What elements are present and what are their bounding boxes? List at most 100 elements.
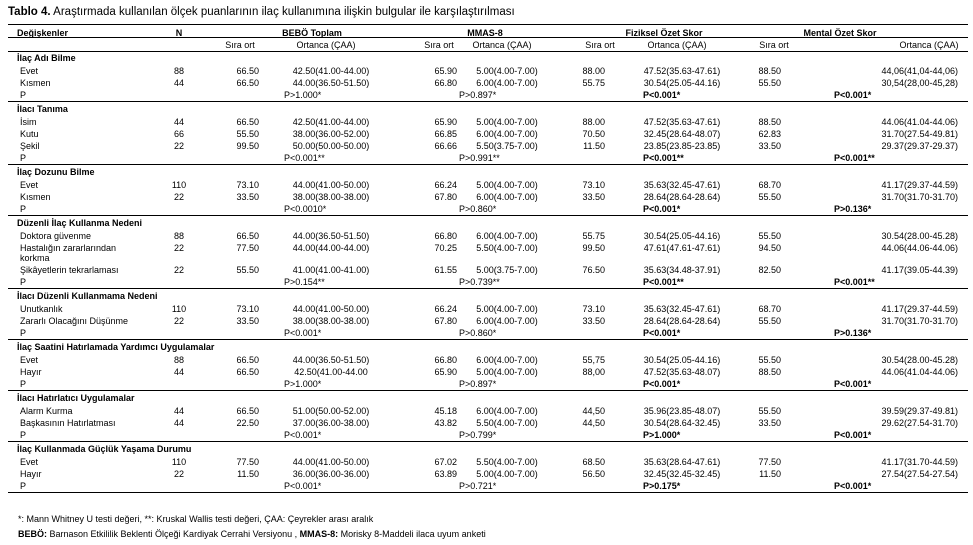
section-rule [8, 101, 968, 102]
footnote-bebo-text: Barnason Etkililik Beklenti Ölçeği Kardi… [47, 529, 298, 539]
section-rule [8, 164, 968, 165]
cell-bebo-median: 38.00(36.00-52.00) [292, 129, 370, 139]
cell-mental-rank: 77.50 [758, 457, 781, 467]
p-label: P [20, 90, 27, 100]
header-physical: Fiziksel Özet Skor [625, 28, 703, 38]
cell-n: 44 [173, 418, 185, 428]
cell-bebo-median: 42.50(41.00-44.00) [292, 117, 370, 127]
header-top-rule [8, 24, 968, 25]
row-label: Şekil [20, 141, 40, 151]
cell-mental-median: 29.37(29.37-29.37) [881, 141, 958, 151]
row-label: Zararlı Olacağını Düşünme [20, 316, 129, 326]
cell-mmas-rank: 45.18 [434, 406, 457, 416]
header-mid-rule [8, 37, 968, 38]
row-label: Kısmen [20, 78, 51, 88]
cell-n: 22 [173, 192, 185, 202]
cell-mental-rank: 88.50 [758, 367, 781, 377]
row-label: Unutkanlık [20, 304, 63, 314]
cell-mmas-rank: 66.80 [434, 78, 457, 88]
cell-mental-median: 27.54(27.54-27.54) [881, 469, 958, 479]
row-label-continued: korkma [20, 253, 50, 263]
section-title: İlacı Hatırlatıcı Uygulamalar [17, 393, 135, 403]
cell-mental-rank: 33.50 [758, 141, 781, 151]
cell-physical-median: 35.96(23.85-48.07) [643, 406, 721, 416]
row-label: Hayır [20, 367, 42, 377]
cell-mental-median: 30.54(28.00-45.28) [881, 231, 958, 241]
subheader-median-iqr: Ortanca (ÇAA) [647, 40, 707, 50]
cell-bebo-rank: 77.50 [236, 457, 259, 467]
cell-physical-rank: 33.50 [582, 192, 605, 202]
cell-mental-median: 44.06(41.04-44.06) [881, 367, 958, 377]
p-value-physical: P<0.001* [643, 379, 681, 389]
cell-mmas-rank: 66.24 [434, 180, 457, 190]
p-value-bebo: P>0.154** [284, 277, 325, 287]
cell-mental-median: 30.54(28.00-45.28) [881, 355, 958, 365]
cell-physical-rank: 55.75 [582, 231, 605, 241]
cell-mental-rank: 82.50 [758, 265, 781, 275]
p-value-physical: P<0.001* [643, 328, 681, 338]
footnote-abbreviations: BEBÖ: Barnason Etkililik Beklenti Ölçeği… [18, 529, 486, 539]
p-label: P [20, 277, 27, 287]
section-title: İlaç Kullanmada Güçlük Yaşama Durumu [17, 444, 192, 454]
cell-bebo-median: 44.00(41.00-50.00) [292, 180, 370, 190]
p-value-mental: P<0.001** [834, 277, 875, 287]
cell-bebo-median: 42.50(41.00-44.00 [294, 367, 368, 377]
cell-mental-median: 29.62(27.54-31.70) [881, 418, 958, 428]
cell-physical-rank: 73.10 [582, 180, 605, 190]
cell-bebo-rank: 66.50 [236, 66, 259, 76]
cell-mental-median: 44.06(41.04-44.06) [881, 117, 958, 127]
header-bottom-rule [8, 51, 968, 52]
subheader-rank-mean: Sıra ort [225, 40, 255, 50]
cell-n: 22 [173, 469, 185, 479]
p-label: P [20, 204, 27, 214]
cell-bebo-rank: 66.50 [236, 78, 259, 88]
cell-mmas-rank: 61.55 [434, 265, 457, 275]
cell-mental-rank: 55.50 [758, 406, 781, 416]
cell-n: 22 [173, 243, 185, 253]
cell-bebo-rank: 66.50 [236, 355, 259, 365]
cell-n: 44 [173, 78, 185, 88]
p-value-mental: P>0.136* [834, 204, 872, 214]
cell-mmas-rank: 65.90 [434, 66, 457, 76]
section-rule [8, 441, 968, 442]
subheader-median-iqr: Ortanca (ÇAA) [899, 40, 959, 50]
row-label: Evet [20, 457, 39, 467]
cell-n: 44 [173, 367, 185, 377]
cell-bebo-median: 44.00(41.00-50.00) [292, 304, 370, 314]
cell-physical-median: 35.63(34.48-37.91) [643, 265, 721, 275]
row-label: Şikâyetlerin tekrarlaması [20, 265, 119, 275]
header-mmas: MMAS-8 [467, 28, 503, 38]
cell-mental-rank: 33.50 [758, 418, 781, 428]
cell-physical-median: 32.45(32.45-32.45) [643, 469, 721, 479]
cell-mmas-median: 6.00(4.00-7.00) [476, 78, 538, 88]
cell-mental-median: 30,54(28,00-45,28) [881, 78, 958, 88]
cell-mental-rank: 55.50 [758, 316, 781, 326]
cell-bebo-median: 37.00(36.00-38.00) [292, 418, 370, 428]
subheader-rank-mean: Sıra ort [585, 40, 615, 50]
cell-bebo-median: 44.00(36.50-51.50) [292, 78, 370, 88]
cell-physical-rank: 99.50 [582, 243, 605, 253]
header-bebo: BEBÖ Toplam [282, 28, 342, 38]
p-label: P [20, 328, 27, 338]
table-title-label: Tablo 4. [8, 6, 51, 18]
cell-mmas-median: 5.00(4.00-7.00) [476, 367, 538, 377]
cell-n: 110 [171, 180, 187, 190]
cell-mental-median: 39.59(29.37-49.81) [881, 406, 958, 416]
cell-physical-median: 30.54(28.64-32.45) [643, 418, 721, 428]
p-value-physical: P>1.000* [643, 430, 681, 440]
p-value-physical: P<0.001** [643, 153, 684, 163]
cell-mmas-median: 6.00(4.00-7.00) [476, 355, 538, 365]
cell-physical-median: 35.63(32.45-47.61) [643, 304, 721, 314]
p-value-mental: P>0.136* [834, 328, 872, 338]
cell-mmas-rank: 66.66 [434, 141, 457, 151]
cell-bebo-median: 50.00(50.00-50.00) [292, 141, 370, 151]
cell-mmas-rank: 63.89 [434, 469, 457, 479]
cell-mental-rank: 88.50 [758, 117, 781, 127]
p-label: P [20, 153, 27, 163]
cell-mmas-rank: 43.82 [434, 418, 457, 428]
cell-bebo-median: 38.00(38.00-38.00) [292, 316, 370, 326]
section-title: Düzenli İlaç Kullanma Nedeni [17, 218, 143, 228]
cell-mmas-median: 6.00(4.00-7.00) [476, 231, 538, 241]
subheader-rank-mean: Sıra ort [424, 40, 454, 50]
cell-mental-median: 41.17(39.05-44.39) [881, 265, 958, 275]
